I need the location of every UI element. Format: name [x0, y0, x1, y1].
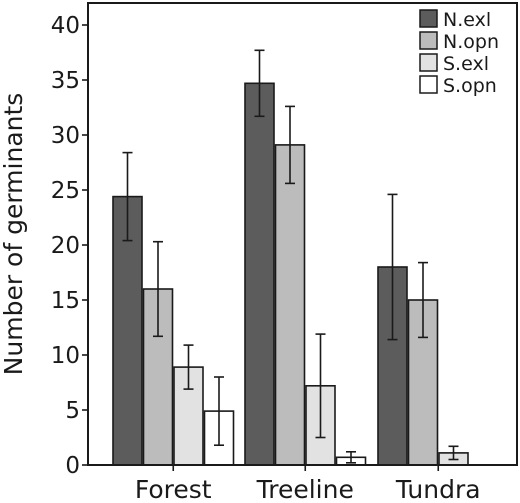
legend-label-sopn: S.opn	[443, 75, 497, 97]
bar-nopn-treeline	[274, 144, 306, 466]
y-tick-label: 40	[51, 13, 80, 39]
bar-nexl-treeline	[244, 82, 275, 466]
legend-swatch-sexl	[419, 53, 438, 72]
x-tick-label-forest: Forest	[135, 475, 212, 503]
x-tick-label-treeline: Treeline	[256, 475, 354, 503]
y-tick-label: 30	[51, 123, 80, 149]
y-tick-label: 35	[51, 68, 80, 94]
legend-swatch-nexl	[419, 9, 438, 28]
y-axis-title: Number of germinants	[0, 93, 28, 376]
y-tick-label: 10	[51, 343, 80, 369]
plot-frame	[87, 2, 518, 466]
legend-label-nopn: N.opn	[443, 31, 499, 53]
y-tick-label: 15	[51, 288, 80, 314]
y-tick-label: 20	[51, 233, 80, 259]
legend-label-sexl: S.exl	[443, 53, 489, 75]
x-tick-label-tundra: Tundra	[395, 475, 481, 503]
y-tick-label: 25	[51, 178, 80, 204]
y-tick-label: 0	[65, 453, 80, 479]
legend-label-nexl: N.exl	[443, 9, 491, 31]
legend-swatch-nopn	[419, 31, 438, 50]
y-tick-label: 5	[65, 398, 80, 424]
legend-swatch-sopn	[419, 75, 438, 94]
